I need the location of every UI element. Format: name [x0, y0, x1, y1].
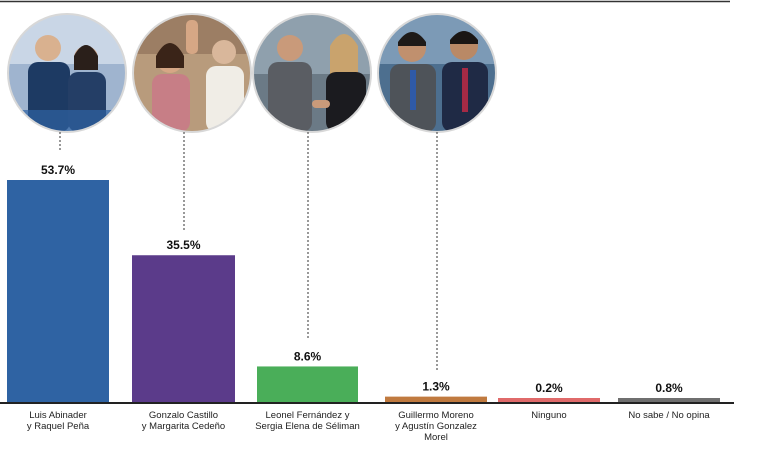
category-label-line: y Margarita Cedeño	[142, 421, 225, 432]
value-label-4: 0.2%	[535, 381, 563, 395]
category-labels-layer: Luis Abinader y Raquel Peña Gonzalo Castil…	[27, 410, 711, 443]
value-label-0: 53.7%	[41, 163, 75, 177]
value-label-1: 35.5%	[166, 238, 200, 252]
category-label-line: Guillermo Moreno	[398, 410, 474, 421]
category-label-line: Morel	[424, 432, 448, 443]
category-label-line: y Agustín Gonzalez	[395, 421, 477, 432]
category-label-line: Gonzalo Castillo	[149, 410, 218, 421]
category-label-line: Leonel Fernández y	[266, 410, 350, 421]
category-label-line: Ninguno	[531, 410, 566, 421]
bar-5	[618, 398, 720, 402]
value-label-5: 0.8%	[655, 381, 683, 395]
category-label-1: Gonzalo Castillo y Margarita Cedeño	[142, 410, 225, 432]
category-label-0: Luis Abinader y Raquel Peña	[27, 410, 90, 432]
category-label-line: y Raquel Peña	[27, 421, 90, 432]
candidate-photo-moreno-gonzalez	[377, 13, 497, 133]
value-label-3: 1.3%	[422, 380, 450, 394]
value-labels-layer: 53.7% 35.5% 8.6% 1.3% 0.2% 0.8%	[41, 163, 683, 395]
bar-2	[257, 366, 358, 402]
category-label-4: Ninguno	[531, 410, 566, 421]
bar-3	[385, 396, 487, 402]
value-label-2: 8.6%	[294, 349, 322, 363]
bar-1	[132, 255, 235, 402]
bars-layer	[7, 180, 720, 402]
candidate-photo-fernandez-seliman	[252, 13, 372, 133]
category-label-line: Sergia Elena de Séliman	[255, 421, 360, 432]
bar-0	[7, 180, 109, 402]
category-label-line: Luis Abinader	[29, 410, 87, 421]
candidate-photo-abinader-pena	[7, 13, 127, 133]
category-label-3: Guillermo Moreno y Agustín Gonzalez Morel	[395, 410, 477, 443]
category-label-2: Leonel Fernández y Sergia Elena de Sélima…	[255, 410, 360, 432]
category-label-5: No sabe / No opina	[628, 410, 710, 421]
bar-4	[498, 398, 600, 402]
candidate-photo-castillo-cedeno	[132, 13, 252, 133]
category-label-line: No sabe / No opina	[628, 410, 710, 421]
